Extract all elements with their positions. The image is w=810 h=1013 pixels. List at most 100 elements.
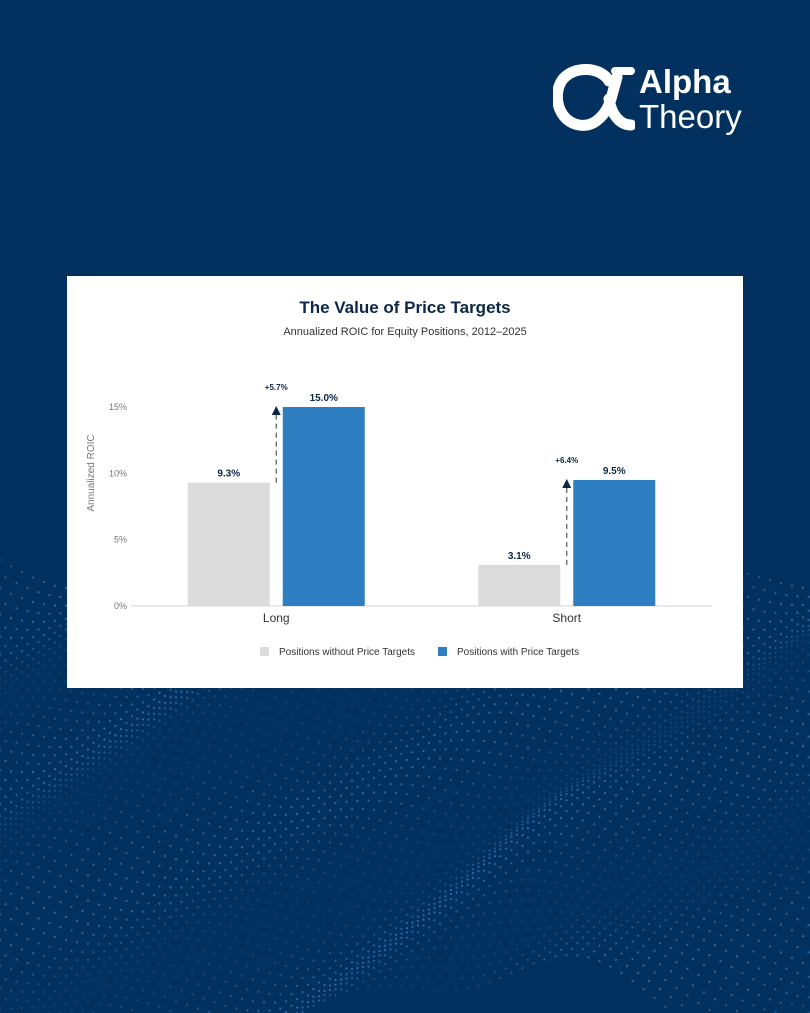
background-dot <box>763 610 766 613</box>
background-dot <box>262 793 266 796</box>
background-dot <box>680 841 684 844</box>
background-dot <box>59 849 62 853</box>
background-dot <box>620 912 623 915</box>
background-dot <box>521 954 524 957</box>
background-dot <box>686 943 689 946</box>
background-dot <box>543 825 546 828</box>
background-dot <box>317 989 321 993</box>
background-dot <box>229 781 233 784</box>
background-dot <box>444 767 447 770</box>
background-dot <box>724 830 728 833</box>
background-dot <box>691 780 695 783</box>
background-dot <box>636 695 640 699</box>
background-dot <box>361 956 365 959</box>
background-dot <box>422 807 425 810</box>
background-dot <box>774 749 777 752</box>
background-dot <box>510 957 513 960</box>
background-dot <box>312 891 315 894</box>
background-dot <box>328 695 332 698</box>
background-dot <box>697 880 700 883</box>
background-dot <box>713 744 717 747</box>
background-dot <box>444 871 447 875</box>
background-dot <box>279 1007 282 1010</box>
background-dot <box>411 708 414 711</box>
background-dot <box>708 954 711 957</box>
background-dot <box>339 978 343 981</box>
background-dot <box>169 1009 172 1012</box>
background-dot <box>565 809 568 813</box>
background-dot <box>152 737 156 740</box>
background-dot <box>658 899 662 902</box>
background-dot <box>801 985 805 988</box>
background-dot <box>625 860 629 863</box>
background-dot <box>807 633 810 636</box>
legend-label: Positions with Price Targets <box>457 647 579 658</box>
background-dot <box>521 860 524 863</box>
background-dot <box>752 628 755 631</box>
background-dot <box>37 612 40 615</box>
background-dot <box>521 938 524 941</box>
background-dot <box>664 1005 667 1008</box>
background-dot <box>218 776 222 779</box>
background-dot <box>70 810 73 813</box>
background-dot <box>372 828 376 832</box>
background-dot <box>334 994 337 997</box>
background-dot <box>20 798 24 801</box>
background-dot <box>532 758 535 761</box>
background-dot <box>587 796 590 800</box>
background-dot <box>372 712 376 715</box>
background-dot <box>185 893 189 896</box>
background-dot <box>581 784 585 787</box>
background-dot <box>653 739 656 742</box>
background-dot <box>631 940 634 943</box>
background-dot <box>202 832 205 835</box>
background-dot <box>218 725 222 728</box>
background-dot <box>466 730 469 733</box>
background-dot <box>53 768 57 771</box>
background-dot <box>752 765 755 768</box>
background-dot <box>290 931 293 934</box>
background-dot <box>114 847 117 850</box>
background-dot <box>576 930 579 934</box>
background-dot <box>653 904 656 908</box>
background-dot <box>323 773 326 776</box>
background-dot <box>174 690 178 693</box>
background-dot <box>400 739 403 742</box>
background-dot <box>796 709 799 713</box>
background-dot <box>20 571 24 574</box>
background-dot <box>136 729 139 732</box>
background-dot <box>488 711 491 714</box>
background-dot <box>48 612 51 615</box>
background-dot <box>785 818 788 821</box>
background-dot <box>20 671 24 674</box>
background-dot <box>246 820 249 824</box>
background-dot <box>4 828 7 831</box>
background-dot <box>493 847 497 850</box>
background-dot <box>614 769 618 773</box>
background-dot <box>20 732 24 735</box>
background-dot <box>614 779 618 783</box>
background-dot <box>136 830 139 834</box>
background-dot <box>570 817 574 820</box>
background-dot <box>103 934 106 937</box>
background-dot <box>345 815 348 819</box>
background-dot <box>389 933 392 936</box>
background-dot <box>554 824 557 827</box>
background-dot <box>372 776 376 780</box>
background-dot <box>163 694 167 698</box>
background-dot <box>603 779 607 783</box>
background-dot <box>48 826 51 829</box>
background-dot <box>763 666 766 670</box>
background-dot <box>389 868 392 872</box>
background-dot <box>290 834 293 837</box>
background-dot <box>284 828 288 831</box>
background-dot <box>235 818 238 822</box>
background-dot <box>207 745 211 748</box>
background-dot <box>697 691 700 694</box>
background-dot <box>130 841 134 844</box>
background-dot <box>741 703 744 706</box>
background-dot <box>614 942 618 945</box>
background-dot <box>647 743 651 747</box>
background-dot <box>499 711 502 714</box>
background-dot <box>691 759 695 762</box>
